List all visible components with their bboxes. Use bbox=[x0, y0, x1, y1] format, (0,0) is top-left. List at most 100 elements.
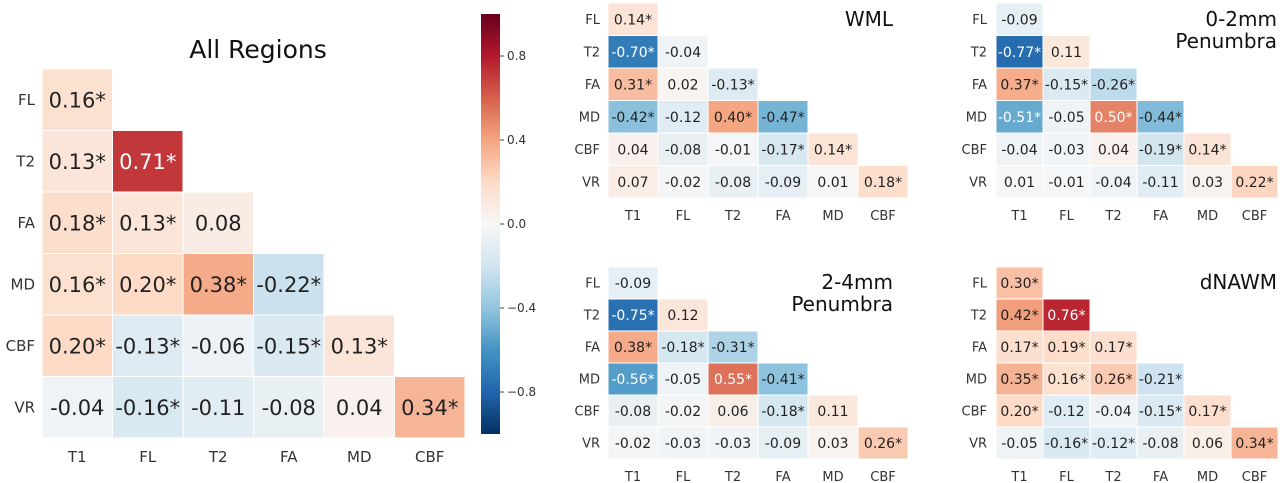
x-tick-label: CBF bbox=[415, 448, 444, 466]
cell-value-label: -0.16* bbox=[115, 396, 180, 420]
y-tick-label: FA bbox=[17, 214, 35, 232]
heatmap-cell bbox=[41, 376, 113, 439]
cell-value-label: -0.41* bbox=[761, 372, 804, 388]
cell-value-label: 0.06 bbox=[717, 404, 748, 420]
cell-value-label: 0.17* bbox=[1188, 404, 1226, 420]
cell-value-label: 0.04 bbox=[617, 142, 648, 158]
heatmap-cell bbox=[1136, 426, 1185, 460]
cell-value-label: -0.05 bbox=[1001, 436, 1037, 452]
cell-value-label: 0.01 bbox=[1004, 175, 1035, 191]
cell-value-label: 0.04 bbox=[1098, 142, 1129, 158]
cell-value-label: -0.02 bbox=[665, 404, 701, 420]
x-tick-label: FA bbox=[1153, 209, 1168, 224]
x-tick-label: CBF bbox=[1242, 470, 1267, 483]
cell-value-label: 0.16* bbox=[49, 273, 106, 297]
y-tick-label: MD bbox=[579, 110, 600, 125]
y-tick-label: FL bbox=[585, 277, 600, 292]
cell-value-label: -0.01 bbox=[715, 142, 751, 158]
x-tick-label: CBF bbox=[870, 470, 895, 483]
cell-value-label: -0.15* bbox=[1139, 404, 1182, 420]
cell-value-label: -0.09 bbox=[765, 175, 801, 191]
heatmap-cell bbox=[707, 426, 759, 460]
cell-value-label: 0.17* bbox=[1094, 340, 1132, 356]
cell-value-label: -0.44* bbox=[1139, 110, 1182, 126]
heatmap-cell bbox=[607, 100, 659, 134]
cell-value-label: 0.26* bbox=[1094, 372, 1132, 388]
cell-value-label: 0.30* bbox=[1000, 276, 1038, 292]
cell-value-label: -0.05 bbox=[665, 372, 701, 388]
cell-value-label: -0.19* bbox=[1139, 142, 1182, 158]
cell-value-label: -0.77* bbox=[998, 45, 1041, 61]
cell-value-label: 0.11 bbox=[817, 404, 848, 420]
x-tick-label: MD bbox=[822, 209, 843, 224]
cell-value-label: 0.08 bbox=[195, 211, 242, 235]
cell-value-label: 0.17* bbox=[1000, 340, 1038, 356]
cell-value-label: -0.08 bbox=[262, 396, 316, 420]
cell-value-label: -0.11 bbox=[191, 396, 245, 420]
cell-value-label: 0.37* bbox=[1000, 77, 1038, 93]
heatmap-cell bbox=[1183, 132, 1232, 166]
heatmap-cell bbox=[757, 165, 809, 199]
cell-value-label: 0.35* bbox=[1000, 372, 1038, 388]
heatmap-cell bbox=[807, 394, 859, 428]
cell-value-label: -0.01 bbox=[1048, 175, 1084, 191]
x-tick-label: FL bbox=[1059, 209, 1074, 224]
heatmap-cell bbox=[112, 376, 184, 439]
heatmap-cell bbox=[657, 100, 709, 134]
x-tick-label: T2 bbox=[724, 209, 741, 224]
heatmap-cell bbox=[253, 314, 325, 377]
y-tick-label: CBF bbox=[6, 337, 35, 355]
cell-value-label: -0.08 bbox=[615, 404, 651, 420]
cell-value-label: 0.42* bbox=[1000, 308, 1038, 324]
heatmap-cell bbox=[1042, 394, 1091, 428]
y-tick-label: T2 bbox=[583, 45, 600, 60]
cell-value-label: 0.40* bbox=[714, 110, 752, 126]
heatmap-cell bbox=[995, 394, 1044, 428]
heatmap-cell bbox=[607, 35, 659, 69]
heatmap-cell bbox=[1042, 362, 1091, 396]
x-tick-label: T1 bbox=[624, 209, 641, 224]
cell-value-label: 0.50* bbox=[1094, 110, 1132, 126]
x-tick-label: CBF bbox=[1242, 209, 1267, 224]
x-tick-label: FL bbox=[139, 448, 157, 466]
cell-value-label: -0.09 bbox=[1001, 12, 1037, 28]
colorbar-tick-label: −0.8 bbox=[507, 385, 536, 399]
y-tick-label: FL bbox=[585, 13, 600, 28]
cell-value-label: 0.38* bbox=[614, 340, 652, 356]
cell-value-label: -0.70* bbox=[611, 45, 654, 61]
heatmap-cell bbox=[657, 426, 709, 460]
heatmap-cells: -0.09 -0.75* 0.12 0.38* -0.18* -0.31* -0.56* -0… bbox=[607, 266, 909, 460]
cell-value-label: 0.34* bbox=[1235, 436, 1273, 452]
heatmap-all-regions: 0.16* 0.13* 0.71* 0.18* 0.13* 0.08 0.16* 0.20* 0… bbox=[6, 35, 466, 466]
cell-value-label: -0.15* bbox=[1045, 77, 1088, 93]
heatmap-cell bbox=[1136, 394, 1185, 428]
heatmap-title: 0-2mm bbox=[1205, 7, 1277, 31]
heatmap-cell bbox=[323, 314, 395, 377]
cell-value-label: -0.03 bbox=[715, 436, 751, 452]
heatmap-cell bbox=[1230, 426, 1279, 460]
y-tick-label: FA bbox=[585, 78, 600, 93]
heatmap-cell bbox=[757, 426, 809, 460]
y-tick-label: VR bbox=[969, 175, 987, 190]
y-tick-label: CBF bbox=[575, 143, 600, 158]
x-tick-label: T2 bbox=[724, 470, 741, 483]
y-tick-label: FA bbox=[585, 341, 600, 356]
cell-value-label: 0.12 bbox=[667, 308, 698, 324]
y-tick-label: CBF bbox=[962, 405, 987, 420]
heatmap-cell bbox=[1089, 132, 1138, 166]
heatmap-cell bbox=[253, 376, 325, 439]
x-tick-label: FA bbox=[775, 470, 790, 483]
colorbar-gradient bbox=[481, 14, 500, 434]
cell-value-label: 0.14* bbox=[814, 142, 852, 158]
cell-value-label: -0.04 bbox=[1001, 142, 1037, 158]
cell-value-label: -0.11 bbox=[1142, 175, 1178, 191]
y-tick-label: VR bbox=[582, 175, 600, 190]
cell-value-label: -0.47* bbox=[761, 110, 804, 126]
heatmap-cell bbox=[1183, 394, 1232, 428]
heatmap-cell bbox=[657, 298, 709, 332]
y-tick-label: VR bbox=[14, 399, 35, 417]
heatmap-cell bbox=[707, 67, 759, 101]
x-tick-label: MD bbox=[1197, 209, 1218, 224]
heatmap-cells: 0.30* 0.42* 0.76* 0.17* 0.19* 0.17* 0.35* 0.16*… bbox=[995, 266, 1279, 460]
cell-value-label: 0.71* bbox=[119, 150, 176, 174]
